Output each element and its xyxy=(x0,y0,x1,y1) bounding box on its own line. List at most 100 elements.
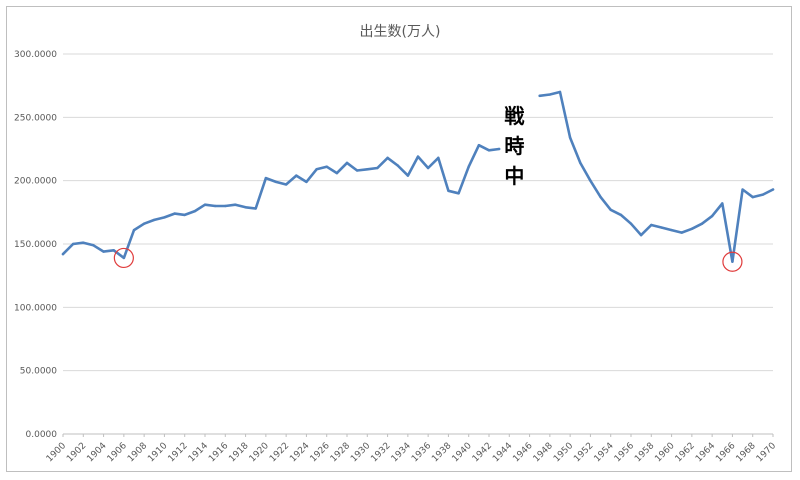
data-point xyxy=(61,252,65,256)
x-tick-label: 1968 xyxy=(735,441,758,464)
y-tick-label: 0.0000 xyxy=(26,430,58,440)
highlight-circle xyxy=(113,247,134,269)
wartime-label-char: 中 xyxy=(504,164,524,188)
data-point xyxy=(386,156,389,160)
data-point xyxy=(771,188,775,191)
data-point xyxy=(142,222,146,225)
data-point xyxy=(122,256,126,260)
data-point xyxy=(629,222,633,225)
x-tick-label: 1940 xyxy=(451,441,474,464)
data-point xyxy=(406,174,410,177)
x-tick-label: 1952 xyxy=(572,441,595,464)
x-tick-label: 1934 xyxy=(390,441,413,464)
data-point xyxy=(710,214,714,218)
x-tick-label: 1964 xyxy=(694,441,717,464)
y-tick-label: 150.0000 xyxy=(14,240,57,250)
x-tick-label: 1904 xyxy=(85,441,108,464)
x-tick-label: 1930 xyxy=(349,441,372,464)
x-tick-label: 1970 xyxy=(755,441,778,464)
data-point xyxy=(366,168,369,171)
y-tick-label: 200.0000 xyxy=(14,177,57,187)
data-point xyxy=(203,203,207,206)
x-tick-label: 1902 xyxy=(65,441,88,464)
data-point xyxy=(284,183,288,186)
x-tick-label: 1912 xyxy=(167,441,190,464)
y-tick-label: 250.0000 xyxy=(14,113,57,123)
x-tick-label: 1916 xyxy=(207,441,230,464)
data-point xyxy=(132,228,136,232)
x-tick-label: 1958 xyxy=(633,441,656,464)
data-point xyxy=(92,244,95,247)
series-line xyxy=(538,90,775,263)
data-point xyxy=(335,171,339,175)
x-tick-label: 1924 xyxy=(288,441,311,464)
chart-frame: 出生数(万人) 0.0000 50.0000 100.0000 150.0000 200… xyxy=(6,6,792,472)
data-point xyxy=(355,169,359,172)
data-point xyxy=(467,165,470,168)
data-point xyxy=(376,166,379,170)
data-point xyxy=(650,223,653,227)
x-tick-label: 1948 xyxy=(532,441,555,464)
data-point xyxy=(538,94,541,98)
data-point xyxy=(102,250,105,253)
data-point xyxy=(325,165,328,168)
x-tick-label: 1938 xyxy=(430,441,453,464)
x-tick-label: 1926 xyxy=(309,441,332,464)
data-point xyxy=(224,204,227,208)
data-point xyxy=(82,241,85,244)
line-chart: 出生数(万人) 0.0000 50.0000 100.0000 150.0000 200… xyxy=(14,24,778,464)
data-point xyxy=(579,161,582,165)
data-point xyxy=(244,206,247,209)
data-point xyxy=(305,180,308,184)
data-point xyxy=(153,218,156,222)
data-point xyxy=(568,136,572,139)
data-point xyxy=(457,192,460,195)
x-tick-label: 1928 xyxy=(329,441,352,464)
x-tick-label: 1954 xyxy=(593,441,616,464)
x-tick-label: 1906 xyxy=(106,441,129,464)
data-point xyxy=(497,147,501,151)
x-tick-label: 1962 xyxy=(674,441,697,464)
data-point xyxy=(173,212,176,215)
wartime-label-char: 時 xyxy=(504,134,524,158)
x-tick-label: 1914 xyxy=(187,441,210,464)
data-point xyxy=(660,226,663,229)
x-tick-label: 1910 xyxy=(146,441,169,464)
data-point xyxy=(315,168,318,171)
data-point xyxy=(721,202,724,205)
data-point xyxy=(345,161,349,165)
data-point xyxy=(761,193,765,196)
x-tick-label: 1936 xyxy=(410,441,433,464)
data-point xyxy=(213,204,217,208)
x-tick-label: 1922 xyxy=(268,441,291,464)
x-tick-label: 1932 xyxy=(369,441,392,464)
y-tick-label: 50.0000 xyxy=(20,367,57,377)
x-tick-label: 1900 xyxy=(45,441,68,464)
data-point xyxy=(609,208,612,211)
x-tick-label: 1966 xyxy=(714,441,737,464)
data-point xyxy=(193,209,197,213)
highlight-circle xyxy=(722,251,743,272)
y-tick-label: 100.0000 xyxy=(14,303,57,313)
x-tick-label: 1946 xyxy=(511,441,534,464)
x-tick-label: 1960 xyxy=(653,441,676,464)
data-point xyxy=(680,231,683,234)
data-point xyxy=(477,144,481,147)
data-point xyxy=(254,207,257,210)
series-line xyxy=(61,143,501,260)
y-tick-label: 300.0000 xyxy=(14,50,57,60)
data-point xyxy=(234,203,237,206)
data-point xyxy=(548,93,552,96)
data-point xyxy=(396,164,399,167)
data-point xyxy=(163,216,166,219)
x-tick-label: 1920 xyxy=(248,441,271,464)
wartime-label-char: 戦 xyxy=(504,104,524,128)
data-point xyxy=(741,188,744,191)
data-point xyxy=(71,242,75,246)
chart-title: 出生数(万人) xyxy=(360,24,441,40)
data-point xyxy=(700,222,704,225)
x-tick-label: 1942 xyxy=(471,441,494,464)
x-tick-label: 1944 xyxy=(491,441,514,464)
data-point xyxy=(690,227,694,230)
data-point xyxy=(487,149,491,152)
